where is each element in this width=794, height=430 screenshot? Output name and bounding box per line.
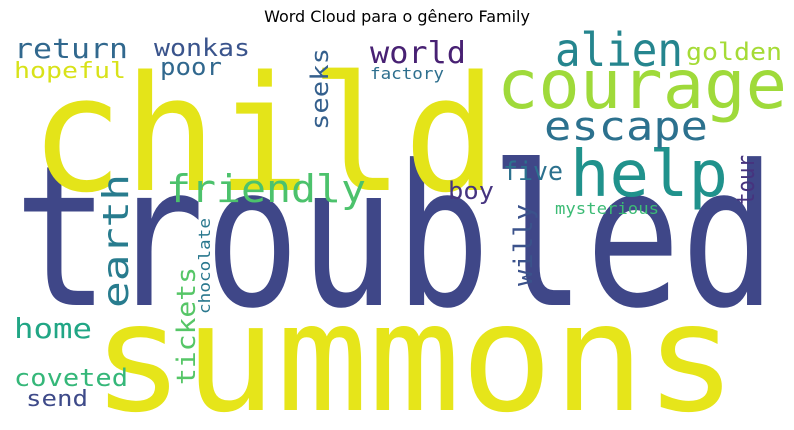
word-home: home — [14, 312, 92, 345]
word-courage: courage — [497, 46, 787, 125]
word-tour: tour — [732, 155, 760, 205]
word-willy: willy — [509, 204, 539, 286]
chart-title: Word Cloud para o gênero Family — [264, 7, 530, 26]
word-alien: alien — [555, 23, 683, 77]
word-hopeful: hopeful — [14, 59, 126, 84]
word-troubled: troubled — [14, 124, 776, 352]
word-factory: factory — [370, 64, 444, 83]
word-poor: poor — [160, 53, 222, 81]
word-boy: boy — [448, 177, 494, 205]
word-summons: summons — [92, 272, 737, 430]
word-tickets: tickets — [172, 267, 202, 385]
word-return: return — [14, 32, 128, 65]
word-chocolate: chocolate — [195, 218, 214, 314]
word-friendly: friendly — [166, 167, 366, 211]
word-wonkas: wonkas — [154, 34, 250, 62]
word-seeks: seeks — [306, 48, 334, 130]
word-five: five — [503, 157, 563, 187]
word-help: help — [570, 138, 728, 212]
word-coveted: coveted — [14, 364, 128, 392]
word-earth: earth — [96, 174, 137, 308]
word-send: send — [26, 387, 88, 412]
word-golden: golden — [686, 38, 782, 66]
word-mysterious: mysterious — [555, 199, 659, 218]
word-child: child — [30, 41, 497, 228]
word-escape: escape — [544, 104, 708, 150]
word-world: world — [370, 36, 466, 71]
